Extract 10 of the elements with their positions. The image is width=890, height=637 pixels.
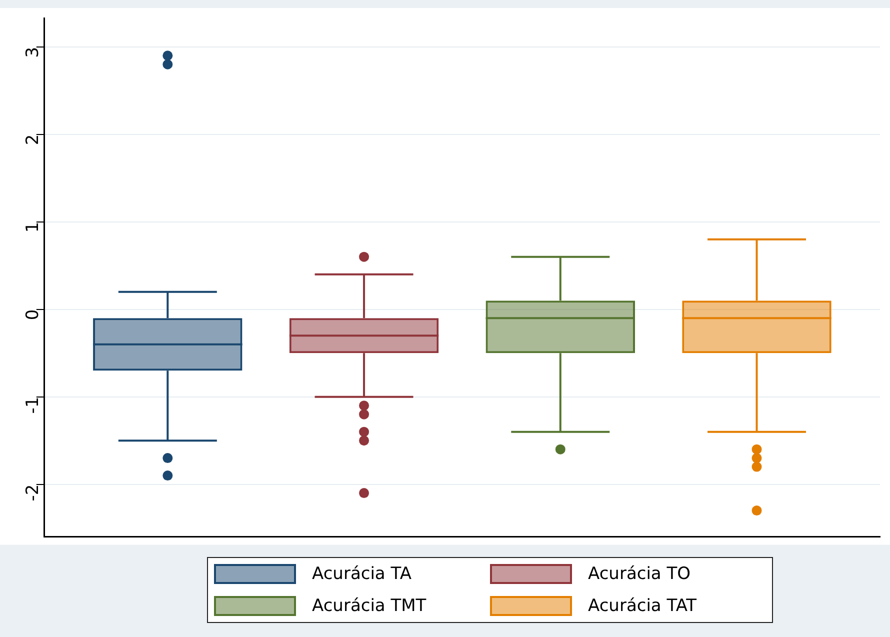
legend-label: Acurácia TO xyxy=(588,564,691,584)
y-tick-label: -1 xyxy=(22,396,43,414)
legend-label: Acurácia TMT xyxy=(312,596,426,616)
y-tick-label: 1 xyxy=(22,222,43,233)
y-tick-label: -2 xyxy=(22,484,43,502)
legend-label: Acurácia TA xyxy=(312,564,412,584)
y-tick-label: 3 xyxy=(22,46,43,58)
legend-label: Acurácia TAT xyxy=(588,596,697,616)
y-tick-label: 0 xyxy=(22,309,43,320)
y-tick-label: 2 xyxy=(22,134,43,146)
